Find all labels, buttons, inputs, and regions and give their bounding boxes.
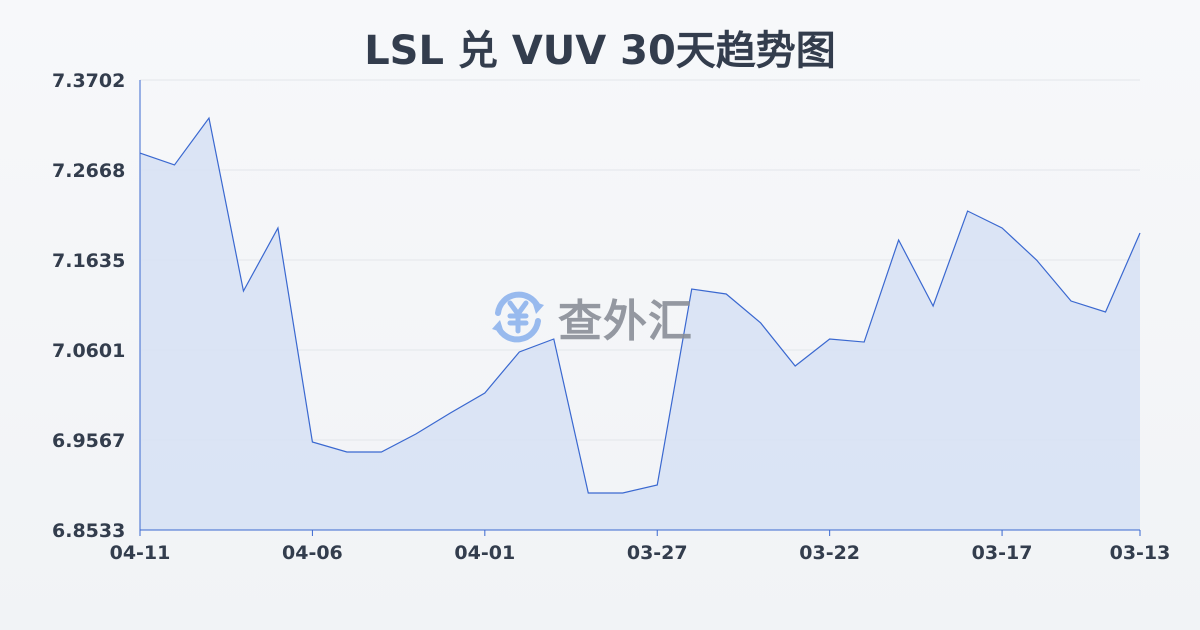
- chart-title: LSL 兑 VUV 30天趋势图: [364, 28, 836, 74]
- series-line: [139, 116, 1141, 494]
- y-tick-label: 7.2668: [52, 160, 125, 182]
- x-tick-label: 03-17: [972, 542, 1033, 564]
- y-tick-label: 7.1635: [52, 250, 125, 272]
- y-tick-label: 6.8533: [52, 520, 125, 542]
- x-tick-label: 04-01: [454, 542, 515, 564]
- y-tick-label: 7.3702: [52, 70, 125, 92]
- y-tick-label: 7.0601: [52, 340, 125, 362]
- y-tick-label: 6.9567: [52, 430, 125, 452]
- x-tick-label: 03-13: [1110, 542, 1171, 564]
- x-tick-label: 04-06: [282, 542, 343, 564]
- x-tick-label: 03-27: [627, 542, 688, 564]
- area-fill: [140, 118, 1140, 531]
- yen-exchange-icon: [492, 291, 544, 343]
- watermark-text: 查外汇: [558, 296, 693, 347]
- x-tick-label: 03-22: [799, 542, 860, 564]
- watermark: 查外汇: [488, 285, 693, 349]
- x-tick-label: 04-11: [110, 542, 171, 564]
